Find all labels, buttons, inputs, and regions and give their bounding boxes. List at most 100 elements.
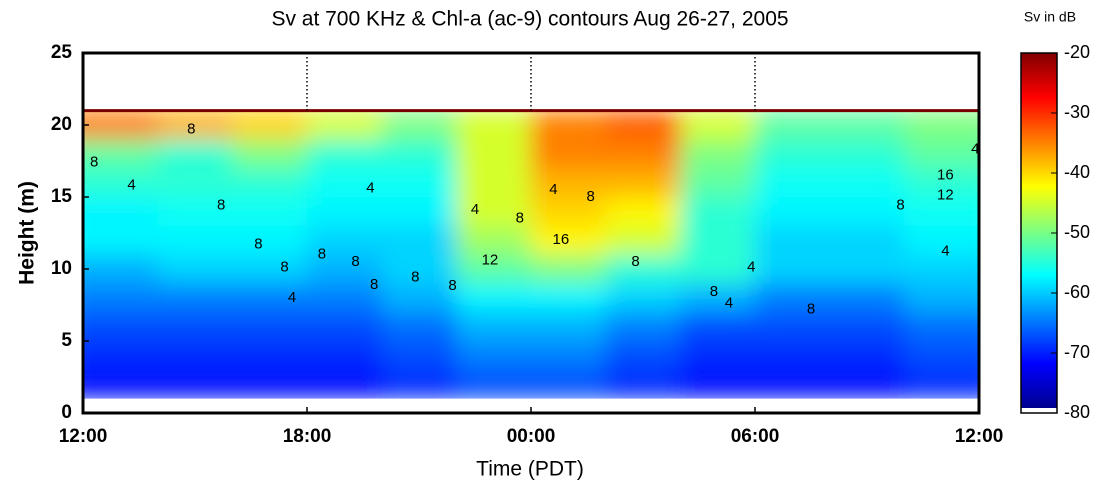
heatmap-cell [904, 369, 979, 400]
heatmap-cell [381, 283, 457, 313]
contour-label: 4 [288, 289, 296, 306]
heatmap-cell [157, 312, 233, 342]
heatmap-cell [904, 312, 979, 342]
heatmap-cell [83, 168, 159, 198]
heatmap-cell [605, 197, 681, 227]
y-tick-label: 10 [51, 258, 72, 279]
colorbar-tick-label: -20 [1064, 42, 1090, 62]
heatmap-cell [381, 139, 457, 169]
heatmap-cell [755, 110, 831, 140]
heatmap-cell [605, 312, 681, 342]
heatmap-cell [755, 139, 831, 169]
heatmap-cell [531, 168, 607, 198]
heatmap-cell [307, 369, 383, 400]
heatmap-cell [381, 168, 457, 198]
colorbar [1021, 53, 1057, 408]
contour-label: 8 [631, 253, 639, 270]
heatmap-cell [829, 197, 905, 227]
contour-label: 8 [217, 197, 225, 214]
x-axis-label: Time (PDT) [476, 458, 584, 481]
heatmap-cell [680, 283, 756, 313]
heatmap-cell [232, 168, 308, 198]
contour-label: 8 [516, 210, 524, 227]
heatmap-cell [83, 341, 159, 371]
heatmap-cell [232, 254, 308, 284]
contour-label: 4 [471, 201, 479, 218]
heatmap-cell [680, 168, 756, 198]
heatmap-cell [157, 197, 233, 227]
heatmap-cell [904, 197, 979, 227]
x-tick-label: 18:00 [283, 426, 332, 447]
heatmap-cell [531, 341, 607, 371]
heatmap-cell [157, 283, 233, 313]
contour-label: 8 [896, 197, 904, 214]
heatmap-cell [381, 225, 457, 256]
heatmap-cell [381, 312, 457, 342]
heatmap-cell [680, 225, 756, 256]
heatmap-cell [232, 197, 308, 227]
contour-label: 8 [280, 259, 288, 276]
heatmap-cell [605, 283, 681, 313]
heatmap-cell [755, 168, 831, 198]
heatmap-cell [381, 369, 457, 400]
heatmap-cell [83, 225, 159, 256]
heatmap-cell [680, 369, 756, 400]
heatmap-cell [755, 197, 831, 227]
heatmap-cell [755, 283, 831, 313]
heatmap-cell [307, 110, 383, 140]
contour-label: 8 [351, 253, 359, 270]
heatmap-cell [232, 312, 308, 342]
heatmap-cell [829, 283, 905, 313]
contour-label: 4 [366, 179, 374, 196]
contour-label: 8 [318, 246, 326, 263]
heatmap-cell [381, 110, 457, 140]
heatmap-cell [605, 341, 681, 371]
colorbar-tick-label: -70 [1064, 342, 1090, 362]
heatmap-cell [456, 341, 532, 371]
heatmap-cell [531, 225, 607, 256]
contour-label: 16 [937, 166, 954, 183]
contour-label: 4 [127, 176, 135, 193]
heatmap-cell [83, 110, 159, 140]
heatmap-cell [680, 139, 756, 169]
contour-label: 4 [725, 295, 733, 312]
heatmap-cell [531, 197, 607, 227]
plot-frame [81, 51, 981, 415]
heatmap-cell [83, 312, 159, 342]
x-tick-label: 12:00 [59, 426, 108, 447]
contour-label: 12 [937, 187, 954, 204]
heatmap-cell [605, 110, 681, 140]
heatmap-cell [157, 139, 233, 169]
heatmap-cell [307, 283, 383, 313]
heatmap-cell [531, 312, 607, 342]
heatmap-cell [680, 341, 756, 371]
heatmap-cell [456, 225, 532, 256]
y-tick-label: 20 [51, 114, 72, 135]
heatmap-cell [755, 225, 831, 256]
contour-label: 8 [587, 188, 595, 205]
heatmap-cell [157, 225, 233, 256]
heatmap-cell [307, 139, 383, 169]
heatmap-cell [456, 139, 532, 169]
heatmap-cell [381, 341, 457, 371]
heatmap-cell [904, 254, 979, 284]
heatmap-cell [307, 168, 383, 198]
heatmap-cell [83, 283, 159, 313]
x-tick-label: 12:00 [955, 426, 1004, 447]
heatmap-cell [456, 254, 532, 284]
heatmap-cell [829, 369, 905, 400]
heatmap-cell [680, 110, 756, 140]
heatmap-cell [456, 110, 532, 140]
heatmap-cell [829, 341, 905, 371]
contour-label: 8 [254, 235, 262, 252]
colorbar-tick-label: -80 [1064, 402, 1090, 422]
heatmap [83, 110, 979, 400]
contour-label: 8 [710, 283, 718, 300]
heatmap-cell [232, 283, 308, 313]
heatmap-cell [157, 110, 233, 140]
colorbar-tick-label: -40 [1064, 162, 1090, 182]
contour-label: 8 [90, 153, 98, 170]
heatmap-cell [829, 225, 905, 256]
heatmap-cell [605, 225, 681, 256]
